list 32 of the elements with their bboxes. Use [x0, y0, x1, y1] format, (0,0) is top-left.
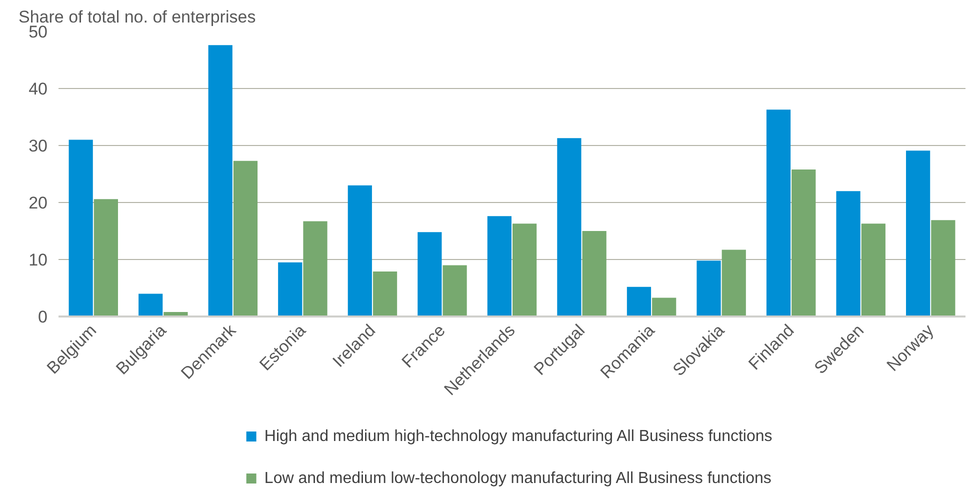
y-tick-label: 40: [28, 80, 48, 98]
bar: [861, 224, 886, 316]
bar: [652, 298, 676, 316]
bar: [722, 250, 746, 316]
bar: [836, 191, 860, 316]
bar: [766, 110, 791, 316]
bar: [94, 199, 118, 316]
bar: [208, 45, 232, 316]
y-tick-label: 20: [28, 194, 48, 212]
bar: [512, 224, 537, 316]
bar: [557, 138, 582, 316]
bar: [303, 221, 328, 316]
y-tick-label: 10: [28, 250, 48, 270]
bar: [372, 271, 398, 316]
bar: [931, 220, 956, 316]
bar: [487, 216, 512, 316]
bar: [582, 231, 606, 316]
bar: [348, 185, 372, 316]
bar: [696, 260, 721, 316]
bar: [906, 150, 930, 316]
bar: [68, 140, 93, 316]
bar: [418, 232, 442, 316]
legend-label: Low and medium low-techonology manufacturing All Business functions: [264, 470, 772, 487]
bar: [626, 286, 652, 316]
bar: [278, 262, 302, 316]
bar: [233, 160, 258, 316]
legend-label: High and medium high-technology manufacturing All Business functions: [264, 428, 772, 445]
bar: [792, 169, 816, 316]
y-tick-label: 30: [28, 136, 48, 156]
y-tick-label: 0: [38, 308, 48, 326]
bar: [442, 265, 467, 316]
bar: [138, 294, 163, 316]
